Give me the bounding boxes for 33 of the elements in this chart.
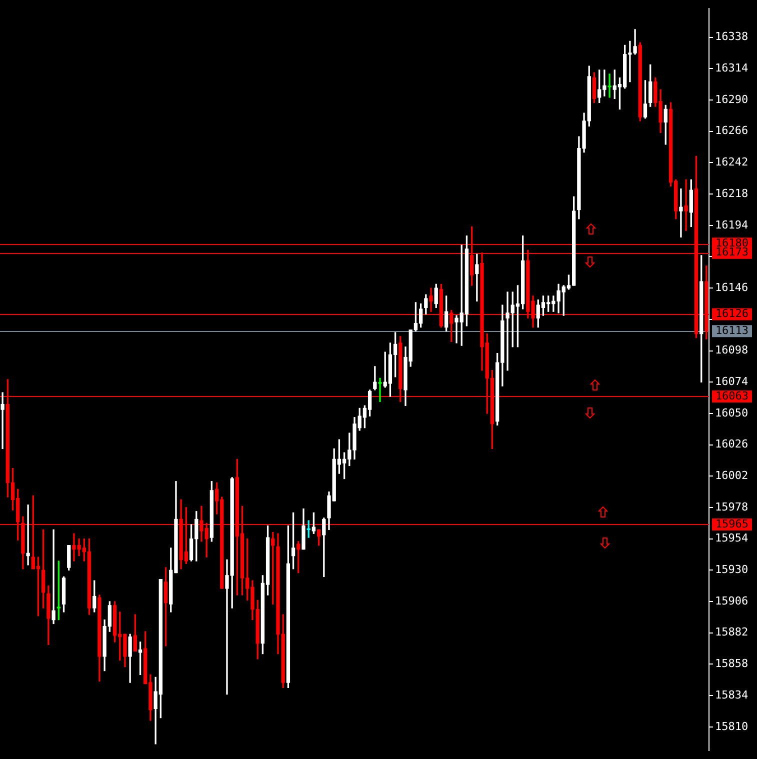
candlestick — [429, 288, 433, 312]
y-tick-label: 16074 — [715, 374, 748, 388]
y-tick-label: 15858 — [715, 657, 748, 670]
y-tick-label: 16290 — [715, 92, 748, 106]
y-tick-label: 15834 — [715, 688, 748, 702]
y-tick-label: 16266 — [715, 124, 748, 138]
y-tick-label: 16002 — [715, 469, 748, 482]
y-tick-label: 15930 — [715, 563, 748, 576]
candlestick — [679, 188, 683, 238]
y-tick-label: 15906 — [715, 594, 748, 608]
ref-line-label: 16063 — [715, 389, 749, 402]
y-tick-label: 16050 — [715, 406, 748, 420]
ref-line-label: 16113 — [715, 324, 749, 338]
candlestick — [0, 392, 4, 450]
y-tick-label: 16026 — [715, 438, 748, 451]
ref-line-label: 16126 — [715, 307, 749, 320]
candlestick — [378, 378, 382, 402]
candlestick — [26, 504, 30, 566]
candlestick — [52, 529, 56, 624]
y-tick-label: 16338 — [715, 30, 748, 44]
y-tick-label: 16218 — [715, 186, 748, 200]
y-tick-label: 15810 — [715, 720, 748, 733]
candlestick — [608, 74, 612, 98]
y-tick-label: 16242 — [715, 156, 748, 169]
y-tick-label: 15882 — [715, 626, 748, 639]
y-tick-label: 16146 — [715, 280, 748, 294]
y-tick-label: 16314 — [715, 62, 748, 75]
ref-line-label: 15965 — [715, 517, 749, 530]
y-tick-label: 16194 — [715, 218, 748, 232]
candlestick — [684, 179, 688, 231]
y-tick-label: 16098 — [715, 344, 748, 357]
y-tick-label: 15978 — [715, 500, 748, 514]
y-tick-label: 15954 — [715, 532, 748, 545]
